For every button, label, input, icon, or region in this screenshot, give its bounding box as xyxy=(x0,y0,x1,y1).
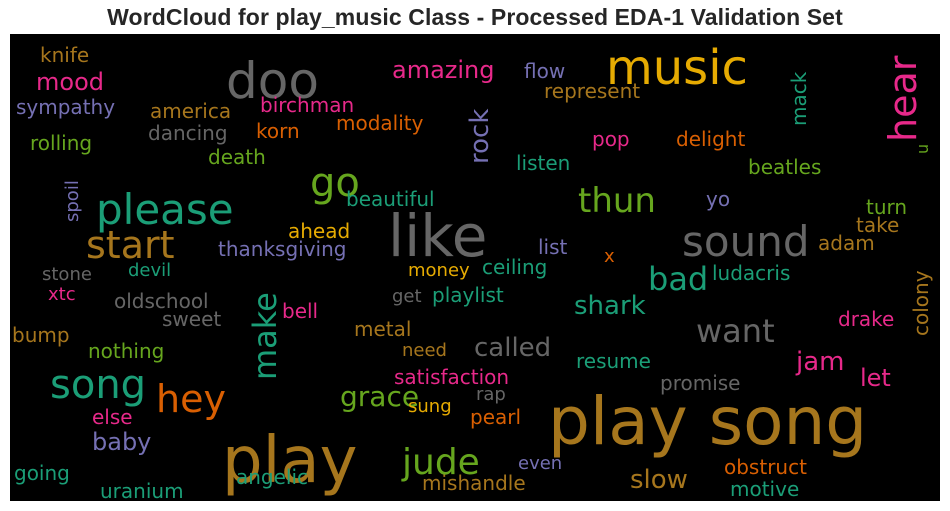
word-beautiful: beautiful xyxy=(346,187,435,211)
word-bad: bad xyxy=(648,260,708,298)
word-delight: delight xyxy=(676,127,745,151)
word-grace: grace xyxy=(340,380,419,413)
word-make: make xyxy=(246,292,284,380)
word-ludacris: ludacris xyxy=(712,261,790,285)
word-going: going xyxy=(14,461,70,485)
word-knife: knife xyxy=(40,43,89,67)
word-pop: pop xyxy=(592,127,630,151)
word-death: death xyxy=(208,145,266,169)
word-money: money xyxy=(408,260,470,281)
word-ceiling: ceiling xyxy=(482,255,547,279)
word-motive: motive xyxy=(730,477,799,501)
word-bell: bell xyxy=(282,299,318,323)
word-rock: rock xyxy=(465,109,495,164)
word-shark: shark xyxy=(574,291,646,321)
word-list: list xyxy=(538,235,568,259)
word-called: called xyxy=(474,333,551,363)
word-play: play xyxy=(222,424,358,498)
word-represent: represent xyxy=(544,79,640,103)
word-metal: metal xyxy=(354,317,411,341)
word-need: need xyxy=(402,340,447,361)
word-doo: doo xyxy=(226,52,319,110)
word-korn: korn xyxy=(256,119,300,143)
word-stone: stone xyxy=(42,264,92,285)
word-jam: jam xyxy=(795,347,844,377)
word-devil: devil xyxy=(128,260,171,281)
word-modality: modality xyxy=(336,111,424,135)
word-song: song xyxy=(50,362,146,408)
word-baby: baby xyxy=(92,428,151,456)
word-colony: colony xyxy=(909,270,933,336)
word-hear: hear xyxy=(881,55,925,142)
word-let: let xyxy=(860,364,891,392)
word-jude: jude xyxy=(401,442,480,483)
word-even: even xyxy=(518,453,562,474)
word-sound: sound xyxy=(682,217,809,266)
word-playlist: playlist xyxy=(432,283,504,307)
word-obstruct: obstruct xyxy=(724,455,807,479)
word-u: u xyxy=(913,144,932,154)
word-mishandle: mishandle xyxy=(422,471,526,495)
word-rap: rap xyxy=(476,384,506,405)
word-take: take xyxy=(856,213,899,237)
word-play-song: play song xyxy=(548,383,867,460)
word-bump: bump xyxy=(12,323,70,347)
word-satisfaction: satisfaction xyxy=(394,365,509,389)
word-yo: yo xyxy=(706,187,730,211)
wordcloud-svg: play song play like music doo song please sound… xyxy=(12,40,933,501)
word-sung: sung xyxy=(408,396,452,417)
word-hey: hey xyxy=(156,377,226,421)
word-start: start xyxy=(86,223,175,267)
word-sweet: sweet xyxy=(162,307,221,331)
word-drake: drake xyxy=(838,307,894,331)
word-go: go xyxy=(310,160,360,206)
word-x: x xyxy=(604,246,615,267)
word-want: want xyxy=(696,312,775,350)
word-else: else xyxy=(92,405,133,429)
word-uranium: uranium xyxy=(100,479,184,501)
word-promise: promise xyxy=(660,371,740,395)
word-amazing: amazing xyxy=(392,56,495,84)
word-listen: listen xyxy=(516,151,570,175)
word-birchman: birchman xyxy=(260,93,354,117)
word-ahead: ahead xyxy=(288,219,350,243)
word-america: america xyxy=(150,99,231,123)
word-get: get xyxy=(392,286,422,307)
word-sympathy: sympathy xyxy=(16,95,115,119)
word-like: like xyxy=(388,202,487,270)
word-resume: resume xyxy=(576,349,651,373)
word-please: please xyxy=(96,185,234,234)
word-angelic: angelic xyxy=(236,465,308,489)
word-beatles: beatles xyxy=(748,155,821,179)
word-xtc: xtc xyxy=(48,284,76,305)
word-thun: thun xyxy=(578,181,656,221)
word-pearl: pearl xyxy=(470,405,521,429)
word-mack: mack xyxy=(787,71,811,126)
word-dancing: dancing xyxy=(148,121,228,145)
word-music: music xyxy=(606,40,748,96)
word-flow: flow xyxy=(524,59,565,83)
chart-title: WordCloud for play_music Class - Process… xyxy=(107,4,843,30)
word-slow: slow xyxy=(630,465,688,495)
word-spoil: spoil xyxy=(62,180,83,222)
word-turn: turn xyxy=(866,195,907,219)
word-oldschool: oldschool xyxy=(114,289,209,313)
word-mood: mood xyxy=(36,68,104,96)
word-nothing: nothing xyxy=(88,339,164,363)
wordcloud-canvas: play song play like music doo song please sound… xyxy=(10,34,940,501)
word-adam: adam xyxy=(818,231,875,255)
word-rolling: rolling xyxy=(30,131,92,155)
word-thanksgiving: thanksgiving xyxy=(218,237,346,261)
